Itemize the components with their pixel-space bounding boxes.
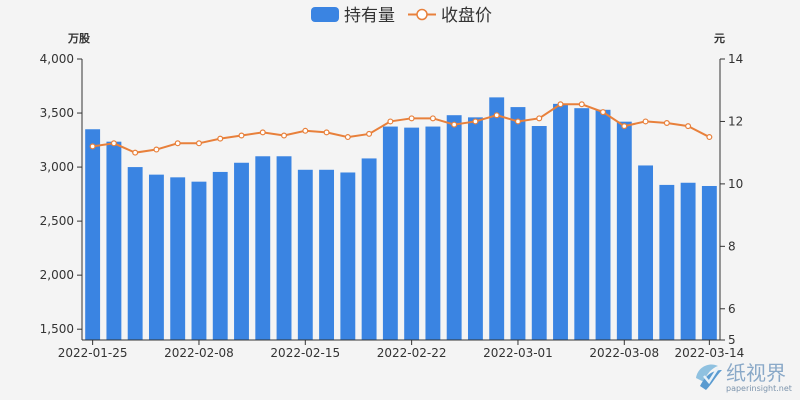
y-left-tick-label: 2,500 [40,214,74,228]
x-tick-label: 2022-02-08 [164,346,234,360]
bar-holding[interactable] [212,171,228,340]
close-price-point[interactable] [600,109,607,116]
close-price-point[interactable] [429,115,436,122]
close-price-point[interactable] [706,134,713,141]
bar-holding[interactable] [638,165,654,340]
close-price-point[interactable] [323,129,330,136]
bar-holding[interactable] [127,167,143,340]
y-right-tick-label: 8 [728,239,736,253]
watermark: 纸视界 paperinsight.net [696,361,792,393]
bar-holding[interactable] [489,97,505,341]
bar-holding[interactable] [446,115,462,340]
close-price-point[interactable] [217,135,224,142]
bar-holding[interactable] [255,156,271,340]
legend[interactable]: 持有量 收盘价 [311,6,492,26]
bar-holding[interactable] [680,182,696,340]
bar-holding[interactable] [170,177,186,340]
bar-holding[interactable] [340,172,356,340]
bar-holding[interactable] [148,174,164,340]
y-left-tick-label: 3,000 [40,160,74,174]
close-price-point[interactable] [281,132,288,139]
watermark-logo-icon [696,364,722,390]
bar-holding[interactable] [425,126,441,340]
bar-holding[interactable] [701,185,717,340]
watermark-text-en: paperinsight.net [726,384,792,393]
close-price-point[interactable] [387,118,394,125]
bar-series [85,97,717,341]
close-price-point[interactable] [685,123,692,130]
bar-holding[interactable] [595,109,611,340]
close-price-point[interactable] [578,101,585,108]
bar-holding[interactable] [191,181,207,340]
close-price-point[interactable] [451,121,458,128]
watermark-text-cn: 纸视界 [726,361,786,385]
y-right-tick-label: 6 [728,302,736,316]
close-price-point[interactable] [174,140,181,147]
bar-holding[interactable] [234,162,249,340]
legend-bar-swatch[interactable] [311,7,339,22]
close-price-point[interactable] [132,149,139,156]
legend-bar-label[interactable]: 持有量 [344,6,395,26]
close-price-point[interactable] [642,118,649,125]
close-price-point[interactable] [408,115,415,122]
close-price-point[interactable] [472,118,479,125]
close-price-point[interactable] [493,112,500,119]
y-left-tick-label: 4,000 [40,52,74,66]
close-price-point[interactable] [238,132,245,139]
close-price-point[interactable] [557,101,564,108]
close-price-point[interactable] [153,146,160,153]
close-price-point[interactable] [344,134,351,141]
bar-holding[interactable] [659,184,675,340]
bar-holding[interactable] [616,121,632,341]
line-series [89,101,713,156]
x-tick-label: 2022-02-22 [377,346,447,360]
bar-holding[interactable] [106,141,122,340]
y-right-tick-label: 10 [728,177,743,191]
bar-holding[interactable] [85,129,101,340]
bar-holding[interactable] [319,169,335,340]
left-axis-unit: 万股 [67,32,91,45]
x-tick-label: 2022-02-15 [270,346,340,360]
close-price-point[interactable] [259,129,266,136]
bar-holding[interactable] [382,126,398,340]
close-price-point[interactable] [621,123,628,130]
close-price-point[interactable] [366,130,373,137]
x-tick-label: 2022-03-08 [589,346,659,360]
close-price-point[interactable] [514,118,521,125]
bar-holding[interactable] [297,169,313,340]
legend-line-label[interactable]: 收盘价 [441,6,492,26]
x-tick-label: 2022-03-01 [483,346,553,360]
close-price-point[interactable] [536,115,543,122]
bar-holding[interactable] [553,103,568,340]
bar-holding[interactable] [361,158,377,340]
y-right-tick-label: 12 [728,114,743,128]
bar-holding[interactable] [467,117,483,340]
close-price-point[interactable] [89,143,96,150]
x-tick-label: 2022-01-25 [58,346,128,360]
right-axis-unit: 元 [714,32,725,45]
close-price-point[interactable] [110,140,117,147]
close-price-point[interactable] [195,140,202,147]
y-left-tick-label: 3,500 [40,106,74,120]
y-right-tick-label: 14 [728,52,743,66]
y-left-tick-label: 1,500 [40,322,74,336]
y-right-tick-label: 5 [728,333,736,347]
bar-holding[interactable] [510,107,526,340]
bar-holding[interactable] [404,127,420,340]
bar-holding[interactable] [531,126,547,340]
close-price-line [92,103,710,154]
bar-holding[interactable] [574,108,590,341]
tick-labels: 1,500 2,000 2,500 3,000 3,500 4,000 5 6 8 10 12 14 2… [40,52,745,360]
axes [77,58,725,345]
bar-holding[interactable] [276,156,292,340]
close-price-point[interactable] [302,127,309,134]
y-left-tick-label: 2,000 [40,268,74,282]
legend-line-marker [416,8,428,21]
close-price-point[interactable] [663,120,670,127]
x-tick-label: 2022-03-14 [674,346,744,360]
